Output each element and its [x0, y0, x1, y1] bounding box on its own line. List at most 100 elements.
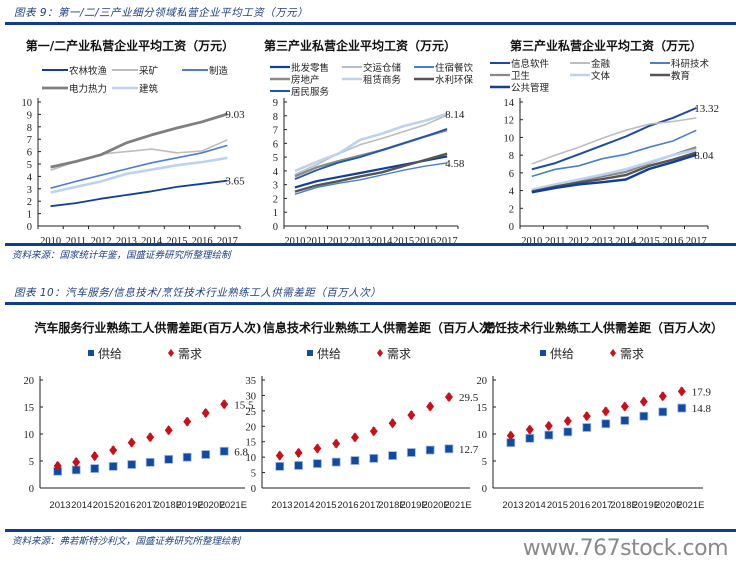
y-tick-label: 14 — [504, 98, 515, 109]
data-label: 9.03 — [225, 109, 245, 121]
y-tick-label: 0 — [27, 222, 32, 233]
x-tick-label: 2013 — [592, 236, 613, 247]
figure10-title: 图表 10：汽车服务/信息技术/烹饪技术行业熟练工人供需差距（百万人次） — [14, 287, 382, 299]
x-tick-label: 2014 — [615, 236, 637, 247]
data-point-supply — [275, 461, 285, 471]
x-tick-label: 2017 — [136, 500, 157, 511]
data-point-demand — [563, 416, 572, 427]
data-point-demand — [639, 396, 648, 407]
y-tick-label: 25 — [246, 407, 257, 418]
data-point-supply — [563, 427, 573, 437]
x-tick-label: 2019E — [633, 500, 660, 511]
x-tick-label: 2015 — [547, 500, 568, 511]
data-point-supply — [331, 457, 341, 467]
legend-label: 金融 — [591, 58, 611, 70]
y-tick-label: 2 — [509, 204, 514, 215]
x-tick-label: 2013 — [350, 236, 371, 247]
figure9-top-rule — [5, 22, 736, 25]
data-point-supply — [127, 460, 137, 469]
x-tick-label: 2018E — [610, 500, 637, 511]
x-tick-label: 2016 — [192, 236, 213, 247]
data-point-supply — [425, 445, 435, 455]
y-tick-label: 10 — [504, 133, 515, 144]
series-line-交运仓储 — [294, 114, 448, 176]
series-line-教育 — [531, 151, 697, 193]
y-tick-label: 0 — [29, 484, 34, 495]
data-point-supply — [658, 407, 668, 417]
data-point-demand — [275, 450, 284, 461]
data-point-demand — [220, 399, 229, 410]
data-label: 15.5 — [234, 399, 254, 411]
data-label: 3.65 — [225, 176, 245, 188]
data-point-supply — [71, 465, 81, 475]
y-tick-label: 2 — [27, 197, 32, 208]
y-tick-label: 4 — [509, 187, 515, 198]
chart-title: 第三产业私营企业平均工资（万元） — [510, 38, 702, 53]
y-tick-label: 12 — [504, 116, 515, 127]
legend-label: 农林牧渔 — [69, 65, 108, 77]
data-point-supply — [620, 416, 630, 425]
series-line-文体 — [531, 148, 697, 191]
x-tick-label: 2014 — [141, 236, 163, 247]
x-tick-label: 2015 — [393, 236, 414, 247]
y-tick-label: 5 — [482, 457, 487, 468]
legend-label: 卫生 — [511, 70, 531, 82]
x-tick-label: 2017 — [437, 236, 458, 247]
data-label: 14.8 — [692, 403, 712, 415]
data-point-demand — [601, 406, 610, 417]
x-tick-label: 2013 — [116, 236, 137, 247]
legend-swatch — [377, 349, 383, 357]
x-tick-label: 2016 — [569, 500, 590, 511]
series-line-水利环保 — [294, 152, 448, 193]
data-point-demand — [332, 438, 341, 449]
x-tick-label: 2011 — [306, 236, 327, 247]
data-point-demand — [164, 425, 173, 436]
y-tick-label: 9 — [273, 98, 278, 109]
data-label: 13.32 — [694, 103, 719, 115]
x-tick-label: 2014 — [525, 500, 546, 511]
y-tick-label: 1 — [273, 208, 278, 219]
legend-label: 信息软件 — [511, 58, 550, 70]
data-point-supply — [90, 464, 100, 473]
y-tick-label: 1 — [27, 210, 32, 221]
legend-label: 租赁商务 — [363, 74, 402, 86]
x-tick-label: 2021E — [677, 500, 704, 511]
x-tick-label: 2015 — [639, 236, 660, 247]
data-point-demand — [506, 430, 515, 441]
x-tick-label: 2011 — [66, 236, 87, 247]
x-tick-label: 2018E — [155, 500, 182, 511]
series-line-建筑 — [50, 156, 228, 194]
series-line-农林牧渔 — [50, 179, 228, 208]
x-tick-label: 2012 — [328, 236, 349, 247]
x-tick-label: 2017 — [359, 500, 380, 511]
data-label: 12.7 — [459, 444, 479, 456]
series-line-居民服务 — [294, 128, 448, 181]
data-point-supply — [201, 450, 211, 459]
legend-label: 住宿餐饮 — [435, 62, 474, 74]
legend-label: 公共管理 — [511, 82, 550, 94]
legend-label: 供给 — [550, 347, 574, 361]
data-point-demand — [544, 420, 553, 431]
x-tick-label: 2015 — [166, 236, 187, 247]
legend-swatch — [168, 349, 174, 357]
y-tick-label: 0 — [482, 484, 487, 495]
x-tick-label: 2018E — [378, 500, 405, 511]
legend-label: 居民服务 — [291, 86, 330, 98]
y-tick-label: 0 — [509, 222, 514, 233]
x-tick-label: 2014 — [371, 236, 393, 247]
figure10-bottom-rule — [5, 529, 736, 532]
x-tick-label: 2010 — [521, 236, 542, 247]
x-tick-label: 2016 — [415, 236, 436, 247]
legend-label: 需求 — [620, 347, 644, 361]
series-line-住宿餐饮 — [294, 162, 448, 195]
y-tick-label: 10 — [246, 453, 257, 464]
data-label: 6.8 — [234, 446, 248, 458]
data-point-demand — [388, 418, 397, 429]
y-tick-label: 0 — [273, 222, 278, 233]
y-tick-label: 5 — [251, 469, 256, 480]
y-tick-label: 15 — [477, 403, 488, 414]
y-tick-label: 8 — [509, 151, 514, 162]
x-tick-label: 2016 — [337, 500, 358, 511]
y-tick-label: 4 — [27, 172, 33, 183]
